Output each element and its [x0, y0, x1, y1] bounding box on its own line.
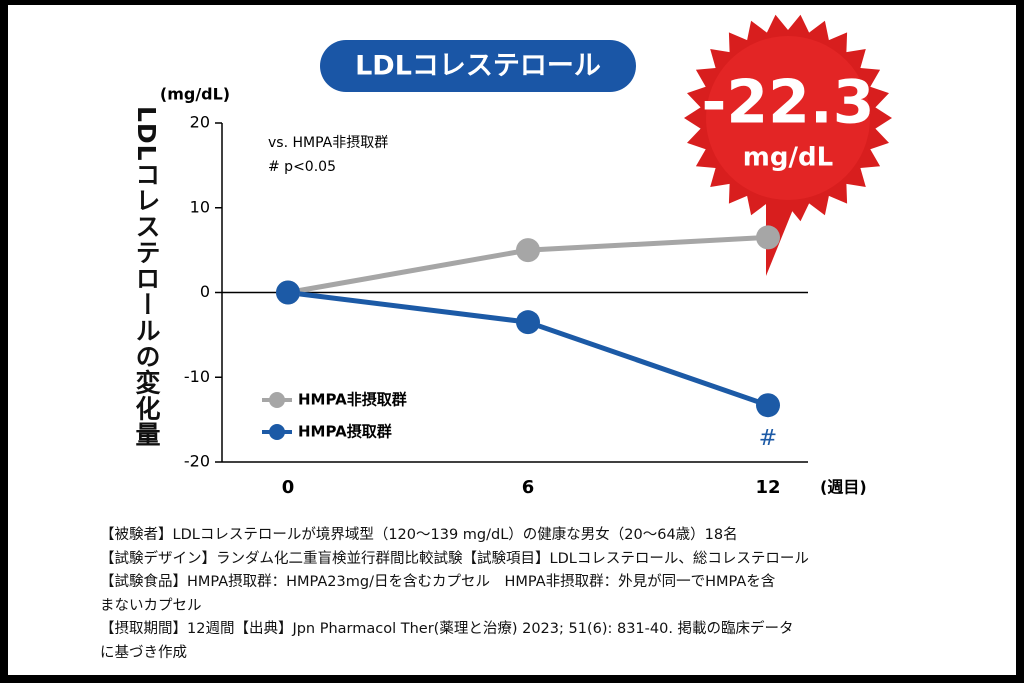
marker [516, 310, 540, 335]
chart-title: LDLコレステロール [355, 51, 601, 82]
annotation: # p<0.05 [268, 159, 336, 175]
badge-core [706, 36, 870, 200]
marker [276, 280, 300, 305]
legend-label: HMPA非摂取群 [298, 391, 407, 409]
x-tick-label: 6 [522, 477, 535, 498]
note-line: 【試験食品】HMPA摂取群：HMPA23mg/日を含むカプセル HMPA非摂取群… [100, 574, 776, 590]
y-tick-label: 20 [190, 113, 210, 132]
marker [756, 393, 780, 418]
marker [756, 225, 780, 250]
y-tick-label: -20 [184, 452, 210, 471]
annotation: vs. HMPA非摂取群 [268, 135, 388, 151]
x-tick-label: 12 [755, 477, 780, 498]
badge-unit: mg/dL [743, 143, 833, 173]
x-tick-label: 0 [282, 477, 295, 498]
badge-pointer [766, 198, 796, 276]
significance-mark: # [759, 426, 777, 451]
y-unit: (mg/dL) [160, 85, 230, 104]
marker [516, 238, 540, 263]
series-line [287, 290, 769, 408]
x-unit: (週目) [820, 478, 867, 497]
y-tick-label: 0 [200, 282, 210, 301]
y-tick-label: -10 [184, 367, 210, 386]
y-tick-label: 10 [190, 197, 210, 216]
legend-marker [269, 424, 285, 440]
notes: 【被験者】LDLコレステロールが境界域型（120～139 mg/dL）の健康な男… [100, 524, 809, 665]
note-line: 【摂取期間】12週間【出典】Jpn Pharmacol Ther(薬理と治療) … [100, 621, 794, 637]
note-line: 【試験デザイン】ランダム化二重盲検並行群間比較試験【試験項目】LDLコレステロー… [100, 550, 809, 567]
note-line: に基づき作成 [100, 644, 187, 661]
legend-marker [269, 392, 285, 408]
note-line: 【被験者】LDLコレステロールが境界域型（120～139 mg/dL）の健康な男… [100, 527, 738, 543]
y-axis-label: LDLコレステロールの変化量 [132, 106, 161, 448]
legend-label: HMPA摂取群 [298, 423, 392, 441]
title-pill [320, 40, 636, 92]
highlight-badge: -22.3 mg/dL [684, 14, 892, 276]
badge-value: -22.3 [702, 68, 875, 138]
note-line: まないカプセル [100, 597, 202, 614]
